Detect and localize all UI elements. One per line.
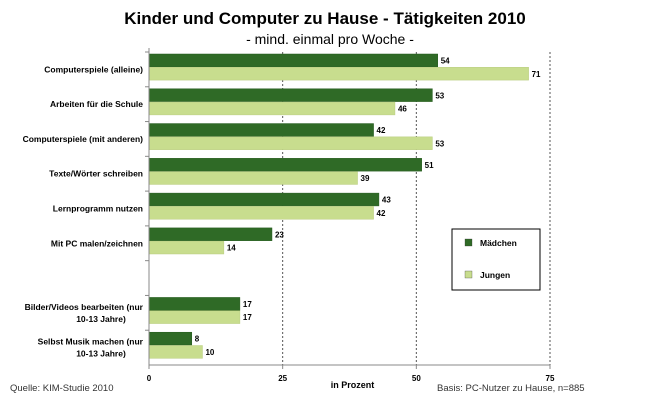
data-label: 51 [425,161,434,170]
x-axis-label: in Prozent [331,380,375,390]
x-tick-label: 50 [412,374,421,383]
category-label: 10-13 Jahre) [76,314,126,324]
data-label: 23 [275,230,284,239]
legend-swatch [464,238,473,247]
data-label: 17 [243,300,252,309]
category-label: Computerspiele (mit anderen) [23,134,144,144]
bar-maedchen [148,297,241,311]
bar-jungen [148,345,203,359]
bar-maedchen [148,158,422,172]
data-label: 43 [382,196,391,205]
category-label: Texte/Wörter schreiben [49,169,143,179]
bar-jungen [148,136,433,150]
data-label: 71 [532,70,541,79]
category-label: Bilder/Videos bearbeiten (nur [25,302,144,312]
data-label: 54 [441,57,450,66]
bar-jungen [148,310,241,324]
basis-note: Basis: PC-Nutzer zu Hause, n=885 [437,383,585,394]
chart-subtitle: - mind. einmal pro Woche - [246,31,414,47]
legend-label: Jungen [480,270,510,280]
bar-jungen [148,171,358,185]
data-label: 42 [377,126,386,135]
category-label: Lernprogramm nutzen [53,204,143,214]
data-label: 39 [361,174,370,183]
data-label: 42 [377,209,386,218]
category-label: Mit PC malen/zeichnen [51,238,143,248]
data-label: 53 [435,139,444,148]
chart-title: Kinder und Computer zu Hause - Tätigkeit… [124,9,526,28]
category-label: Computerspiele (alleine) [44,64,143,74]
x-tick-label: 25 [278,374,287,383]
category-label: Selbst Musik machen (nur [38,337,144,347]
bar-jungen [148,240,225,255]
data-label: 53 [435,91,444,100]
x-tick-label: 75 [546,374,555,383]
bar-jungen [148,206,374,220]
bar-maedchen [148,227,273,241]
data-label: 10 [205,348,214,357]
data-label: 46 [398,105,407,114]
source-note: Quelle: KIM-Studie 2010 [10,383,114,394]
bar-maedchen [148,53,438,68]
x-tick-label: 0 [147,374,152,383]
category-label: 10-13 Jahre) [76,349,126,359]
legend-swatch [464,270,473,279]
bar-maedchen [148,88,433,102]
data-label: 8 [195,335,200,344]
data-label: 14 [227,244,236,253]
bar-maedchen [148,192,380,207]
legend-label: Mädchen [480,238,517,248]
bar-jungen [148,101,396,116]
bar-maedchen [148,123,374,137]
bar-maedchen [148,331,193,346]
bar-jungen [148,67,529,81]
data-label: 17 [243,313,252,322]
category-label: Arbeiten für die Schule [50,99,143,109]
